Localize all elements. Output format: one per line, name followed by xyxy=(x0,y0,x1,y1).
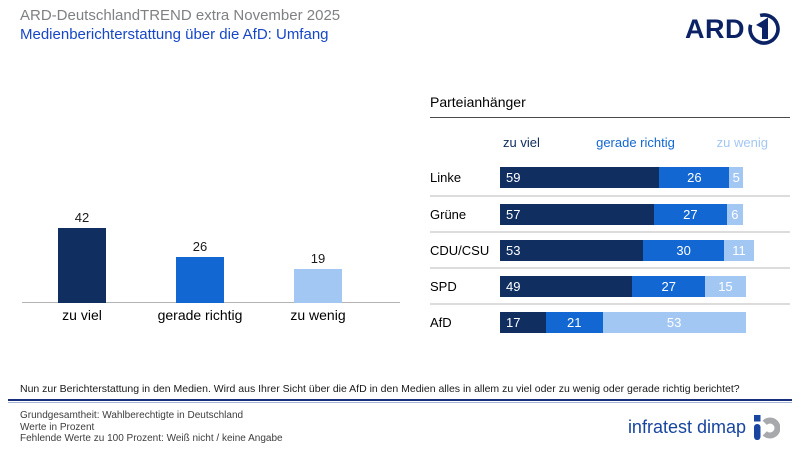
segment-gerade-richtig: 21 xyxy=(545,311,603,333)
party-table-heading: Parteianhänger xyxy=(430,94,790,118)
ard-logo: ARD xyxy=(685,11,782,47)
party-row-linke: Linke 59 26 5 xyxy=(430,159,790,195)
footnote-line: Fehlende Werte zu 100 Prozent: Weiß nich… xyxy=(20,433,283,444)
bar-zu-wenig xyxy=(294,269,342,303)
party-rows: Linke 59 26 5 Grüne 57 27 6 CDU/CSU 53 30 11 SPD 49 27… xyxy=(430,159,790,339)
footnote-line: Werte in Prozent xyxy=(20,421,95,433)
segment-zu-wenig: 53 xyxy=(602,311,746,333)
infratest-dimap-logo: infratest dimap xyxy=(628,414,780,441)
segment-zu-viel: 49 xyxy=(500,275,633,297)
ard-one-circle-icon xyxy=(745,11,782,47)
bar-value-label: 19 xyxy=(310,251,326,266)
divider-line-dark xyxy=(8,399,792,401)
segment-gerade-richtig: 30 xyxy=(643,239,725,261)
bar-category-label: zu wenig xyxy=(290,307,346,323)
column-header-gerade-richtig: gerade richtig xyxy=(596,135,675,150)
supertitle: ARD-DeutschlandTREND extra November 2025 xyxy=(20,7,341,24)
column-header-zu-wenig: zu wenig xyxy=(716,135,768,150)
divider-line-light xyxy=(8,402,792,403)
infratest-dimap-logo-text: infratest dimap xyxy=(627,417,746,437)
bar-gerade-richtig xyxy=(176,257,224,303)
footnote-line: Grundgesamtheit: Wahlberechtigte in Deut… xyxy=(20,410,244,421)
infratest-dimap-icon xyxy=(753,414,780,441)
footnotes: Grundgesamtheit: Wahlberechtigte in Deut… xyxy=(20,410,283,445)
party-row-cdu-csu: CDU/CSU 53 30 11 xyxy=(430,231,790,267)
stacked-bar: 49 27 15 xyxy=(500,275,770,297)
segment-zu-wenig: 6 xyxy=(726,203,743,225)
party-label: SPD xyxy=(430,278,457,294)
bar-value-label: 42 xyxy=(74,210,90,225)
segment-zu-wenig: 11 xyxy=(724,239,754,261)
bar-chart: 42 zu viel 26 gerade richtig 19 zu wenig xyxy=(20,206,402,328)
column-header-zu-viel: zu viel xyxy=(503,135,540,150)
survey-question: Nun zur Berichterstattung in den Medien.… xyxy=(20,383,740,395)
segment-gerade-richtig: 27 xyxy=(632,275,706,297)
segment-zu-viel: 53 xyxy=(500,239,644,261)
bar-zu-viel xyxy=(58,228,106,303)
party-label: Linke xyxy=(430,169,462,185)
party-label: Grüne xyxy=(430,206,467,222)
segment-zu-viel: 59 xyxy=(500,166,660,188)
segment-zu-viel: 57 xyxy=(500,203,654,225)
stacked-bar: 59 26 5 xyxy=(500,166,770,188)
party-row-spd: SPD 49 27 15 xyxy=(430,267,790,303)
bar-value-label: 26 xyxy=(192,239,208,254)
segment-zu-wenig: 15 xyxy=(705,275,746,297)
party-label: AfD xyxy=(430,314,452,330)
stacked-bar: 17 21 53 xyxy=(500,311,770,333)
page-title: Medienberichterstattung über die AfD: Um… xyxy=(20,26,329,43)
party-row-afd: AfD 17 21 53 xyxy=(430,303,790,339)
stacked-bar: 57 27 6 xyxy=(500,203,770,225)
party-label: CDU/CSU xyxy=(430,242,490,258)
bar-category-label: gerade richtig xyxy=(157,307,243,323)
ard-logo-text: ARD xyxy=(685,13,745,44)
column-headers: zu viel gerade richtig zu wenig xyxy=(500,135,770,150)
party-table: Parteianhänger zu viel gerade richtig zu… xyxy=(430,94,790,339)
segment-gerade-richtig: 27 xyxy=(653,203,727,225)
stacked-bar: 53 30 11 xyxy=(500,239,770,261)
bar-category-label: zu viel xyxy=(62,307,102,323)
segment-gerade-richtig: 26 xyxy=(659,166,730,188)
segment-zu-wenig: 5 xyxy=(729,166,743,188)
segment-zu-viel: 17 xyxy=(500,311,546,333)
party-row-gr-ne: Grüne 57 27 6 xyxy=(430,195,790,231)
